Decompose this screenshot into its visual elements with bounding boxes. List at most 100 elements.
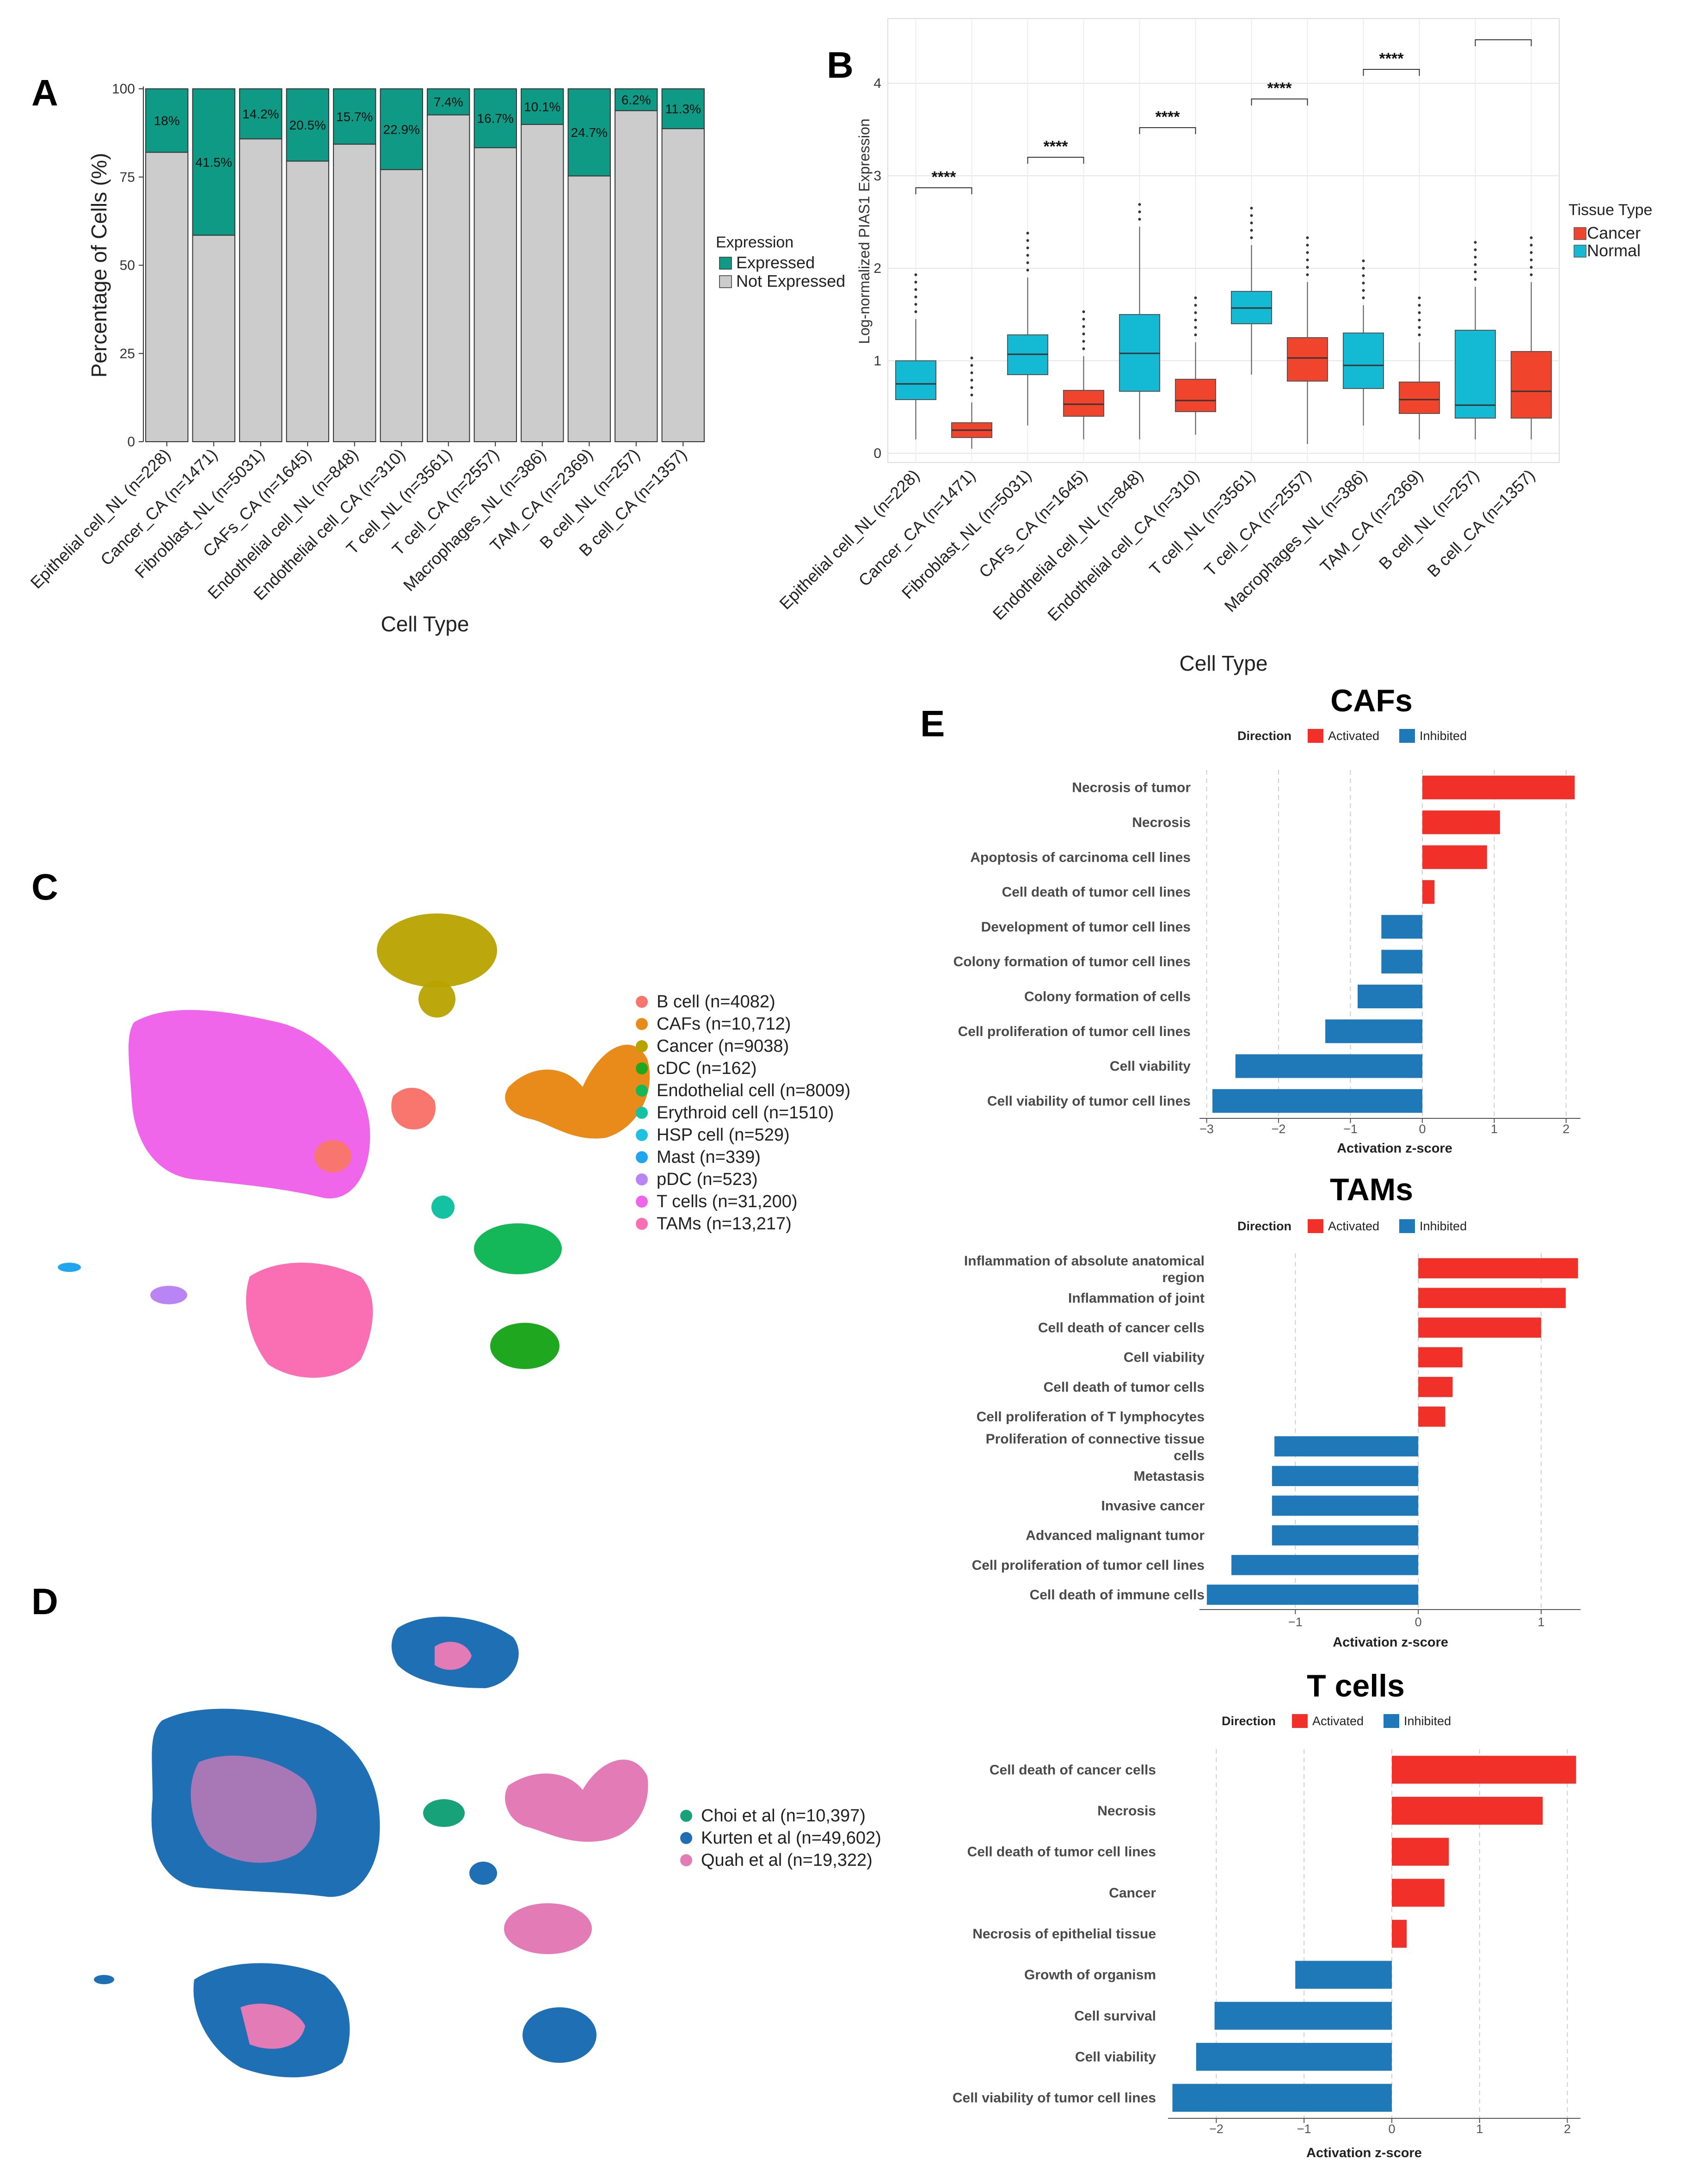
cluster-mast	[58, 1263, 81, 1272]
y-tick-label-a: 75	[120, 170, 135, 185]
legend-c-swatch	[636, 1151, 648, 1163]
box-outlier	[1138, 218, 1141, 221]
bar-value-label: 24.7%	[571, 125, 608, 140]
legend-c-label: CAFs (n=10,712)	[657, 1014, 791, 1034]
panel-label-c: C	[31, 866, 58, 907]
box-outlier	[1530, 259, 1533, 261]
legend-swatch-activated	[1308, 1219, 1323, 1233]
legend-d-swatch	[680, 1854, 692, 1866]
significance-label: ****	[1267, 80, 1292, 97]
bar-not-expressed	[192, 234, 235, 442]
hbar-e	[1381, 915, 1422, 939]
box-outlier	[1306, 236, 1309, 239]
box-outlier	[970, 386, 973, 389]
bar-not-expressed	[286, 160, 329, 443]
hbar-e	[1381, 950, 1422, 974]
box-outlier	[1026, 269, 1029, 271]
legend-d-swatch	[680, 1810, 692, 1822]
y-category-label-e: Cell viability of tumor cell lines	[953, 2091, 1156, 2106]
hbar-e	[1391, 1879, 1445, 1907]
hbar-e	[1274, 1436, 1419, 1456]
hbar-e	[1422, 810, 1500, 834]
hbar-e	[1212, 1089, 1422, 1113]
box-outlier	[1474, 256, 1477, 259]
bar-value-label: 22.9%	[383, 122, 420, 136]
box-outlier	[914, 288, 917, 291]
bar-not-expressed	[333, 143, 376, 442]
legend-c-label: Mast (n=339)	[657, 1148, 761, 1167]
x-tick-label-e: −1	[1288, 1615, 1303, 1629]
x-tick-label-e: 0	[1415, 1615, 1422, 1629]
y-category-label-e: Cell survival	[1074, 2008, 1156, 2024]
legend-c-label: Endothelial cell (n=8009)	[657, 1081, 850, 1100]
dataset-cluster-small	[469, 1862, 497, 1885]
x-tick-label-e: 0	[1419, 1122, 1426, 1136]
bar-expressed	[661, 88, 705, 130]
significance-label: ****	[1156, 108, 1181, 126]
cluster-cafs	[505, 1044, 650, 1139]
box-outlier	[970, 357, 973, 359]
y-category-label-e: Inflammation of absolute anatomical regio…	[964, 1253, 1205, 1285]
legend-c-swatch	[636, 1062, 648, 1074]
legend-c-swatch	[636, 1040, 648, 1052]
legend-d-label: Choi et al (n=10,397)	[701, 1806, 866, 1826]
y-category-label-e: Cell death of tumor cell lines	[967, 1845, 1156, 1860]
box-outlier	[1194, 326, 1197, 329]
y-category-label-e: Cell viability	[1075, 2049, 1156, 2065]
y-tick-label-a: 50	[120, 258, 135, 273]
y-category-label-e: Necrosis	[1097, 1803, 1156, 1819]
legend-title-e: Direction	[1237, 1219, 1291, 1233]
legend-d: Choi et al (n=10,397)Kurten et al (n=49,…	[680, 1806, 881, 1870]
panel-label-a: A	[31, 72, 58, 113]
box-outlier	[1418, 319, 1421, 321]
box-body	[895, 360, 937, 400]
cluster-pdc	[150, 1286, 187, 1304]
cluster-b-cell-small	[314, 1140, 351, 1172]
significance-label: ****	[1044, 138, 1069, 155]
y-tick-label-a: 25	[120, 346, 135, 361]
box-outlier	[1306, 273, 1309, 276]
box-outlier	[914, 310, 917, 313]
box-outlier	[1194, 304, 1197, 307]
bar-not-expressed	[567, 175, 611, 442]
legend-c-swatch	[636, 1018, 648, 1030]
hbar-e	[1418, 1288, 1566, 1308]
bar-expressed	[286, 88, 329, 162]
bar-expressed	[333, 88, 376, 145]
box-outlier	[1306, 266, 1309, 269]
legend-c-label: HSP cell (n=529)	[657, 1125, 790, 1145]
bar-not-expressed	[521, 124, 564, 442]
legend-label-b: Cancer	[1587, 223, 1641, 242]
panel-label-d: D	[31, 1581, 58, 1622]
box-outlier	[1530, 273, 1533, 276]
legend-c-label: Cancer (n=9038)	[657, 1036, 789, 1056]
y-axis-title-b: Log-normalized PIAS1 Expression	[856, 118, 873, 344]
legend-c-swatch	[636, 1196, 648, 1208]
legend-title-a: Expression	[716, 234, 793, 251]
legend-label-inhibited: Inhibited	[1420, 729, 1467, 743]
legend-swatch-activated	[1292, 1714, 1308, 1728]
x-tick-label-b: T cell_CA (n=2557)	[1200, 466, 1315, 580]
x-tick-label-e: 1	[1537, 1615, 1544, 1629]
box-outlier	[1362, 267, 1365, 270]
box-outlier	[914, 303, 917, 306]
box-outlier	[970, 371, 973, 374]
dataset-cluster-pink-2	[504, 1903, 592, 1954]
x-tick-label-b: TAM_CA (n=2369)	[1316, 466, 1427, 576]
bar-value-label: 15.7%	[336, 110, 373, 124]
hbar-e	[1235, 1054, 1422, 1078]
y-category-label-e: Invasive cancer	[1101, 1498, 1205, 1513]
legend-swatch-inhibited	[1399, 729, 1415, 743]
legend-c-label: Erythroid cell (n=1510)	[657, 1103, 834, 1123]
bar-not-expressed	[380, 169, 423, 442]
legend-swatch-a	[719, 275, 732, 288]
bar-not-expressed	[661, 128, 705, 442]
y-category-label-e: Proliferation of connective tissue cells	[986, 1431, 1205, 1463]
significance-label: ****	[932, 168, 957, 186]
hbar-e	[1214, 2002, 1392, 2030]
box-outlier	[1250, 207, 1253, 210]
legend-swatch-inhibited	[1399, 1219, 1415, 1233]
x-tick-label-e: −2	[1272, 1122, 1286, 1136]
hbar-e	[1422, 776, 1575, 800]
